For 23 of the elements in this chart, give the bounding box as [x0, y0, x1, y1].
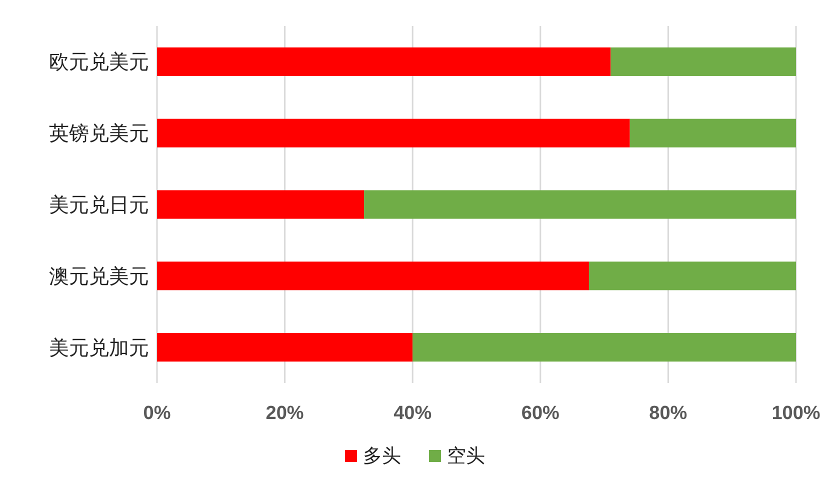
x-tick-label: 100%: [772, 403, 820, 424]
y-tick-label: 美元兑日元: [49, 192, 149, 216]
x-tick-label: 20%: [266, 403, 304, 424]
y-tick-label: 欧元兑美元: [49, 50, 149, 74]
bar: [588, 262, 796, 290]
x-tick-label: 60%: [521, 403, 560, 424]
x-tick-label: 80%: [649, 403, 688, 424]
y-tick-label: 澳元兑美元: [49, 264, 149, 288]
bar: [157, 190, 364, 219]
bar: [157, 47, 611, 76]
legend-label: 多头: [363, 445, 401, 467]
bar: [610, 47, 796, 76]
bar: [157, 118, 630, 148]
x-tick-label: 40%: [394, 403, 432, 424]
bar: [157, 262, 589, 290]
legend-label: 空头: [447, 445, 485, 467]
bar: [157, 333, 413, 362]
bar: [364, 190, 796, 219]
bar: [412, 333, 796, 362]
x-tick-label: 0%: [143, 403, 171, 424]
y-tick-label: 英镑兑美元: [49, 121, 149, 146]
bar: [630, 118, 796, 148]
y-tick-label: 美元兑加元: [49, 335, 149, 360]
